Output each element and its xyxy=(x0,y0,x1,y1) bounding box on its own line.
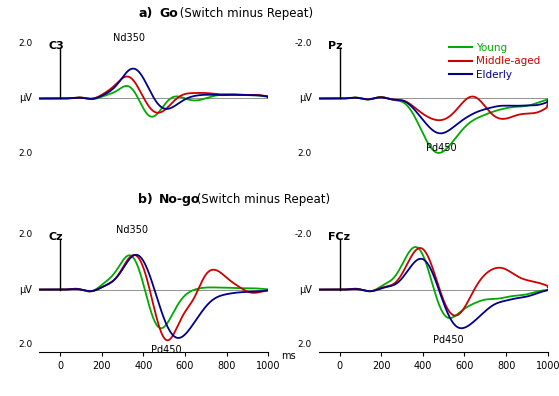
Text: Pd450: Pd450 xyxy=(427,143,457,154)
Text: μV: μV xyxy=(20,93,32,103)
Text: 2.0: 2.0 xyxy=(18,230,32,240)
Text: No-go: No-go xyxy=(159,194,201,206)
Text: 2.0: 2.0 xyxy=(297,148,312,158)
Legend: Young, Middle-aged, Elderly: Young, Middle-aged, Elderly xyxy=(445,38,545,84)
Text: (Switch minus Repeat): (Switch minus Repeat) xyxy=(176,8,313,20)
Text: 2.0: 2.0 xyxy=(18,340,32,348)
Text: a): a) xyxy=(138,8,153,20)
Text: b): b) xyxy=(138,194,153,206)
Text: FCz: FCz xyxy=(328,232,350,242)
Text: 2.0: 2.0 xyxy=(297,340,312,348)
Text: C3: C3 xyxy=(48,41,64,51)
Text: (Switch minus Repeat): (Switch minus Repeat) xyxy=(193,194,330,206)
Text: Nd350: Nd350 xyxy=(113,34,145,44)
Text: -2.0: -2.0 xyxy=(294,40,312,48)
Text: ms: ms xyxy=(281,350,295,361)
Text: μV: μV xyxy=(299,93,312,103)
Text: 2.0: 2.0 xyxy=(18,148,32,158)
Text: Go: Go xyxy=(159,8,178,20)
Text: μV: μV xyxy=(20,285,32,295)
Text: Cz: Cz xyxy=(48,232,63,242)
Text: Pd450: Pd450 xyxy=(433,335,463,345)
Text: μV: μV xyxy=(299,285,312,295)
Text: Pz: Pz xyxy=(328,41,342,51)
Text: 2.0: 2.0 xyxy=(18,40,32,48)
Text: -2.0: -2.0 xyxy=(294,230,312,240)
Text: Pd450: Pd450 xyxy=(151,345,182,354)
Text: Nd350: Nd350 xyxy=(116,225,148,234)
